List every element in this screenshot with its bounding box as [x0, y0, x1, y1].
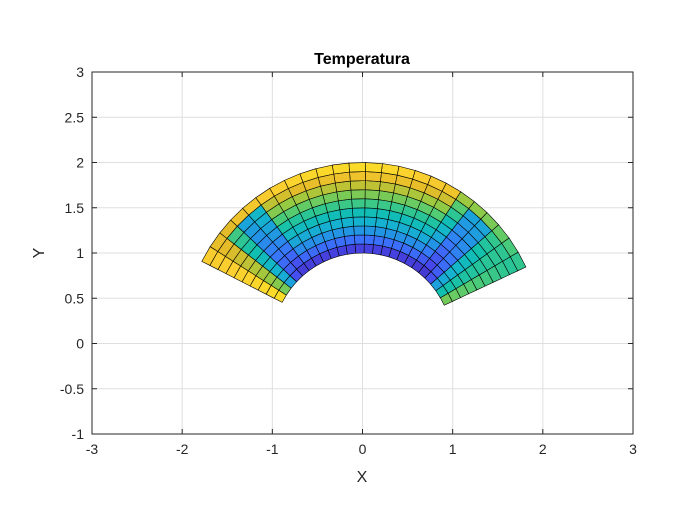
- mesh-cell: [353, 234, 365, 245]
- mesh-cell: [364, 180, 381, 191]
- chart-title: Temperatura: [314, 51, 410, 68]
- mesh-cell: [354, 243, 365, 254]
- x-tick-label: 2: [539, 441, 547, 457]
- y-tick-label: 2.5: [65, 109, 85, 125]
- mesh-cell: [364, 189, 380, 200]
- mesh-cell: [348, 162, 366, 173]
- x-tick-label: -3: [86, 441, 99, 457]
- mesh-cell: [349, 171, 366, 182]
- mesh-cell: [353, 225, 365, 236]
- mesh-cell: [351, 207, 366, 218]
- temperature-mesh: [201, 162, 527, 306]
- mesh-cell: [364, 207, 378, 218]
- mesh-cell: [349, 180, 366, 191]
- mesh-cell: [365, 171, 382, 182]
- mesh-cell: [352, 216, 366, 227]
- y-tick-label: 2: [76, 155, 84, 171]
- y-tick-label: 1: [76, 245, 84, 261]
- mesh-cell: [365, 162, 383, 173]
- y-axis-label: Y: [31, 247, 48, 258]
- x-tick-label: 3: [629, 441, 637, 457]
- mesh-cell: [364, 225, 376, 236]
- mesh-cell: [364, 198, 379, 209]
- mesh-cell: [342, 225, 355, 237]
- x-tick-label: -2: [176, 441, 189, 457]
- x-axis-label: X: [357, 469, 368, 486]
- x-tick-label: 1: [449, 441, 457, 457]
- ticks: -3 -2 -1 0 1 2 3 -1 -0.5 0 0.5 1 1.5 2 2.5 3: [60, 64, 637, 457]
- mesh-cell: [372, 244, 383, 256]
- mesh-cell: [363, 234, 375, 245]
- mesh-cell: [201, 246, 219, 266]
- y-tick-label: 1.5: [65, 200, 85, 216]
- y-tick-label: -1: [72, 426, 85, 442]
- mesh-cell: [340, 216, 354, 228]
- mesh-cell: [351, 198, 366, 209]
- x-tick-label: -1: [266, 441, 279, 457]
- mesh-cell: [331, 162, 350, 175]
- y-tick-label: 0: [76, 336, 84, 352]
- y-tick-label: -0.5: [60, 381, 84, 397]
- mesh-cell: [350, 189, 366, 200]
- mesh-cell: [363, 243, 374, 254]
- x-tick-label: 0: [359, 441, 367, 457]
- mesh-cell: [364, 216, 377, 227]
- y-tick-label: 0.5: [65, 290, 85, 306]
- mesh-cell: [343, 234, 356, 246]
- y-tick-label: 3: [76, 64, 84, 80]
